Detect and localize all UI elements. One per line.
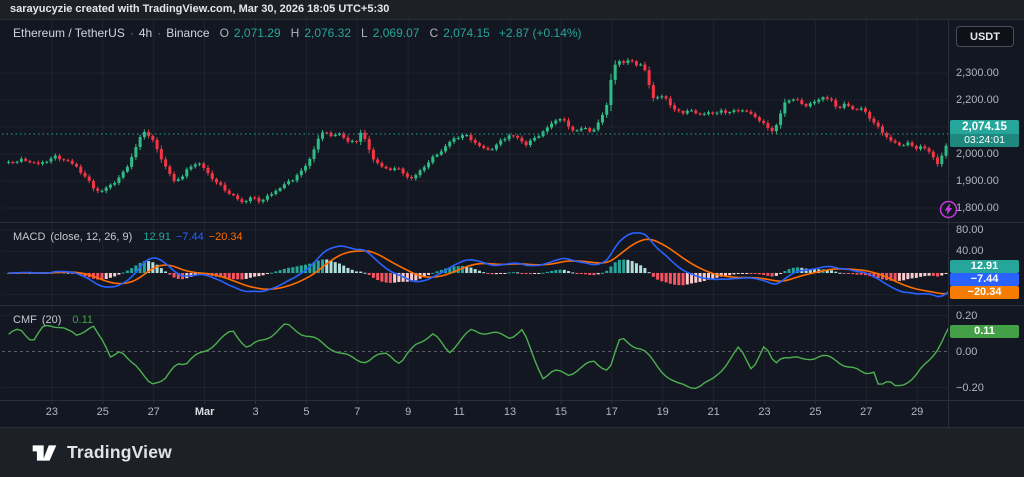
macd-hist-value: 12.91 bbox=[143, 231, 171, 243]
tradingview-logo[interactable]: TradingView bbox=[31, 442, 172, 464]
close-label: C bbox=[429, 26, 439, 40]
flash-reactions-icon[interactable] bbox=[939, 200, 958, 219]
separator: · bbox=[129, 26, 134, 40]
separator: · bbox=[157, 26, 162, 40]
tradingview-logo-text: TradingView bbox=[67, 442, 172, 462]
open-value: 2,071.29 bbox=[233, 26, 281, 40]
symbol-legend[interactable]: Ethereum / TetherUS · 4h · Binance O 2,0… bbox=[13, 26, 582, 40]
exchange-label[interactable]: Binance bbox=[166, 26, 210, 40]
logo-bar: TradingView bbox=[0, 428, 1024, 477]
cmf-legend[interactable]: CMF (20) 0.11 bbox=[13, 314, 93, 326]
chart-widget-background bbox=[0, 19, 1024, 428]
high-label: H bbox=[290, 26, 300, 40]
high-value: 2,076.32 bbox=[304, 26, 352, 40]
cmf-value: 0.11 bbox=[72, 314, 93, 326]
low-value: 2,069.07 bbox=[372, 26, 420, 40]
interval-label[interactable]: 4h bbox=[138, 26, 153, 40]
macd-title[interactable]: MACD bbox=[13, 231, 46, 243]
low-label: L bbox=[361, 26, 368, 40]
attribution-text: sarayucyzie created with TradingView.com… bbox=[10, 3, 390, 15]
close-value: 2,074.15 bbox=[443, 26, 490, 40]
macd-signal-value: −20.34 bbox=[208, 231, 243, 243]
cmf-title[interactable]: CMF bbox=[13, 314, 37, 326]
change-value: +2.87 (+0.14%) bbox=[498, 26, 582, 40]
macd-legend[interactable]: MACD (close, 12, 26, 9) 12.91 −7.44 −20.… bbox=[13, 231, 243, 243]
currency-toggle-button[interactable]: USDT bbox=[956, 26, 1014, 47]
macd-line-value: −7.44 bbox=[175, 231, 204, 243]
tradingview-logo-icon bbox=[32, 444, 57, 461]
open-label: O bbox=[219, 26, 229, 40]
macd-params: (close, 12, 26, 9) bbox=[50, 231, 133, 243]
symbol-title[interactable]: Ethereum / TetherUS bbox=[13, 26, 125, 40]
cmf-params: (20) bbox=[41, 314, 62, 326]
attribution-bar: sarayucyzie created with TradingView.com… bbox=[0, 0, 1024, 19]
